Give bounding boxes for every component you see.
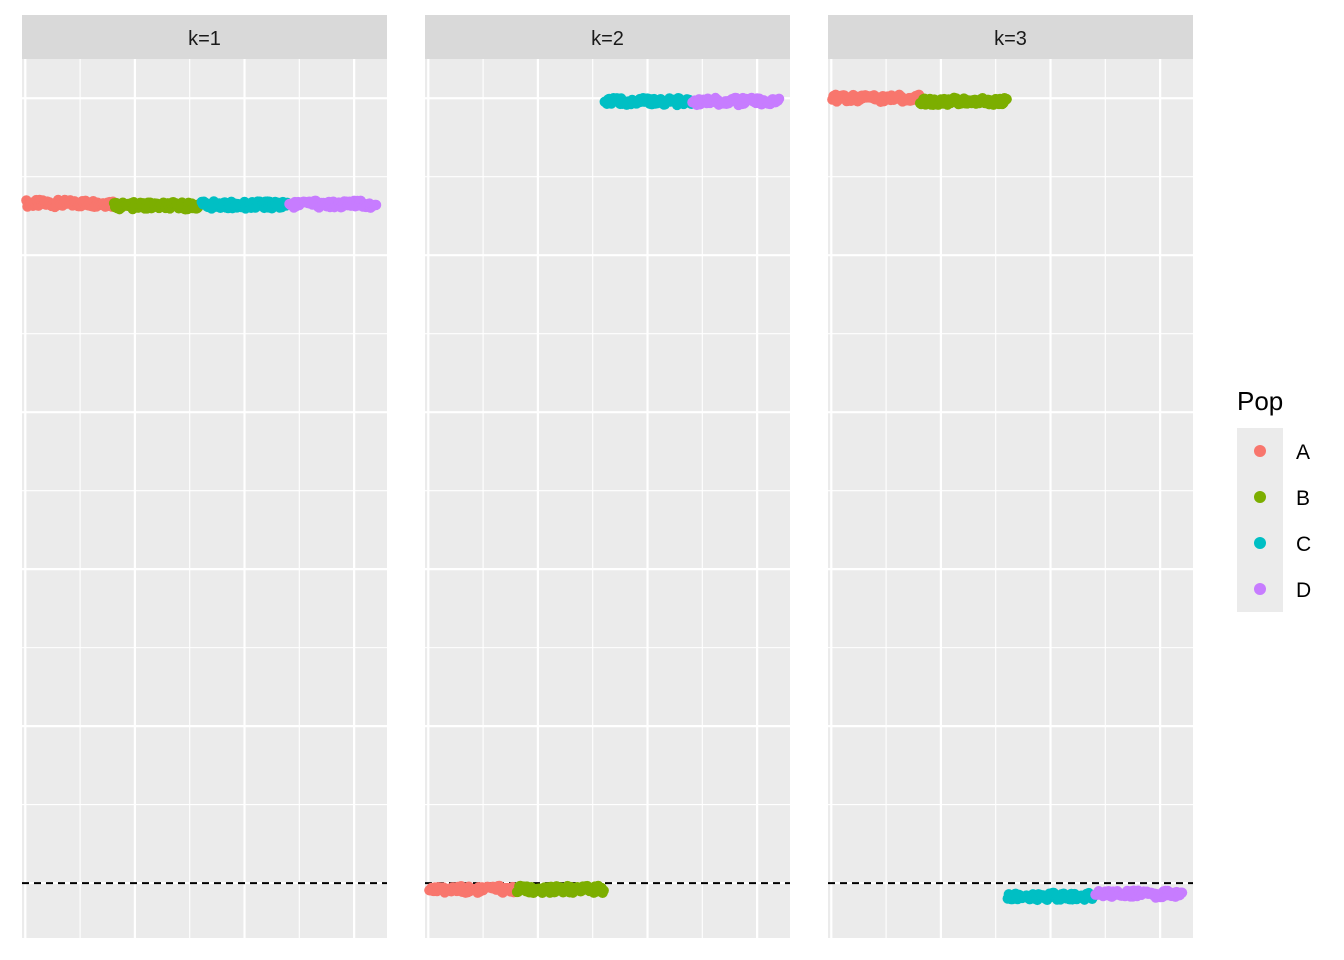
series-C [599,92,697,111]
panel-background [425,59,790,938]
series-A [827,89,925,107]
series-B [511,880,609,899]
panel-background [828,59,1193,938]
series-D [1090,885,1188,903]
series-D [284,195,382,213]
facet-panel: k=2 [424,15,790,938]
facet-panel: k=1 [21,15,387,938]
legend-key-D [1254,583,1266,595]
facet-panel: k=3 [827,15,1193,938]
facet-strip-label: k=2 [591,28,624,50]
facet-strip [22,15,387,59]
series-C [1002,887,1100,906]
legend-label: B [1296,487,1310,510]
facet-panels: k=1 k=2 k=3 [21,15,1193,938]
legend-key-background [1237,428,1283,612]
legend-label: A [1296,441,1310,464]
data-point [598,885,609,896]
legend-key-C [1254,537,1266,549]
series-A [424,880,522,898]
facet-strip [828,15,1193,59]
facet-strip-label: k=1 [188,28,221,50]
legend-key-B [1254,491,1266,503]
series-D [687,92,785,111]
series-B [108,197,206,215]
series-C [196,196,294,214]
legend-title: Pop [1237,386,1283,416]
series-B [914,92,1012,110]
data-point [1001,93,1012,105]
legend-label: C [1296,533,1311,556]
data-point [773,93,785,104]
facet-strip [425,15,790,59]
facet-strip-label: k=3 [994,28,1027,50]
data-point [1176,887,1188,898]
panel-background [22,59,387,938]
legend-key-A [1254,445,1266,457]
data-point [370,199,382,211]
legend-label: D [1296,579,1311,602]
